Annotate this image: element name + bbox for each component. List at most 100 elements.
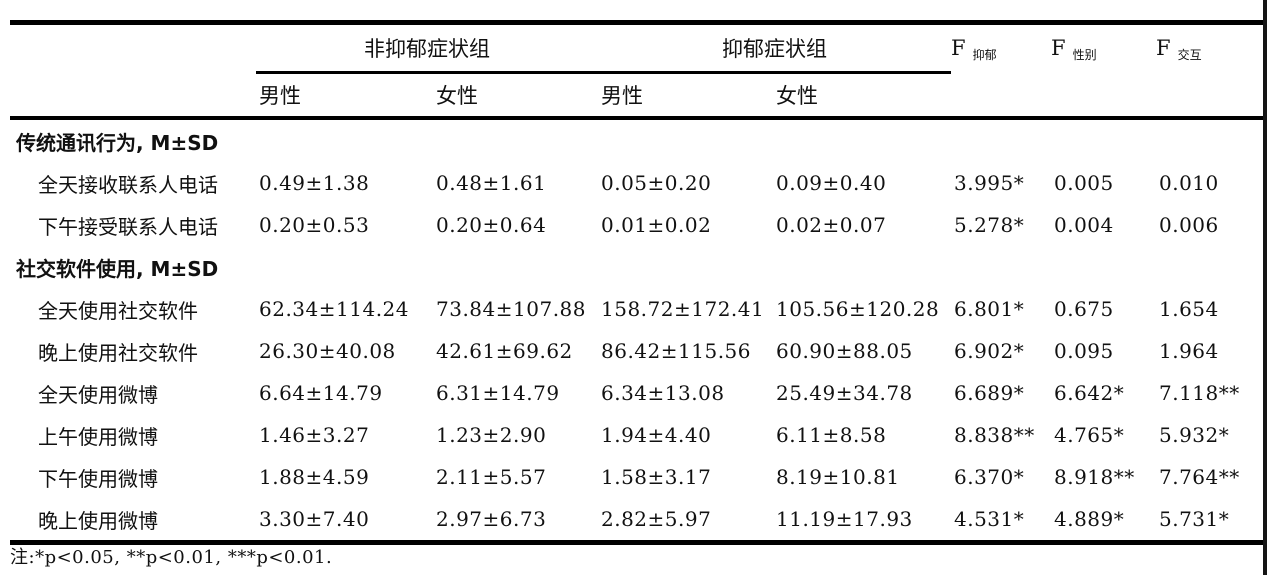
row-label: 下午使用微博 bbox=[38, 466, 158, 491]
data-cell: 158.72±172.41 bbox=[601, 297, 765, 321]
f-gender-column-header: F 性别 bbox=[1051, 22, 1156, 120]
data-cell: 0.006 bbox=[1159, 213, 1219, 237]
data-cell: 4.889* bbox=[1051, 498, 1156, 545]
f-interaction-subscript: 交互 bbox=[1177, 48, 1202, 62]
data-cell: 7.118** bbox=[1159, 381, 1240, 405]
data-cell: 8.838** bbox=[954, 423, 1035, 447]
data-cell: 5.731* bbox=[1156, 498, 1263, 545]
data-cell: 2.11±5.57 bbox=[436, 465, 547, 489]
statistics-table: 非抑郁症状组 抑郁症状组 F 抑郁 F 性别 F 交互 男性 女性 男性 女性 传统通… bbox=[10, 20, 1263, 545]
data-cell: 0.005 bbox=[1054, 171, 1114, 195]
subheader-male-1: 男性 bbox=[256, 72, 433, 120]
table-row: 上午使用微博 1.46±3.27 1.23±2.90 1.94±4.40 6.1… bbox=[10, 414, 1263, 456]
data-cell: 8.918** bbox=[1054, 465, 1135, 489]
data-cell: 0.20±0.64 bbox=[436, 213, 547, 237]
data-cell: 1.964 bbox=[1159, 339, 1219, 363]
data-cell: 4.531* bbox=[951, 498, 1051, 545]
row-label: 下午接受联系人电话 bbox=[38, 214, 218, 239]
data-cell: 0.095 bbox=[1054, 339, 1114, 363]
table-row: 晚上使用微博 3.30±7.40 2.97±6.73 2.82±5.97 11.… bbox=[10, 498, 1263, 545]
subheader-male-2: 男性 bbox=[598, 72, 773, 120]
data-cell: 62.34±114.24 bbox=[259, 297, 409, 321]
data-cell: 0.010 bbox=[1159, 171, 1219, 195]
section-row: 社交软件使用, M±SD bbox=[10, 246, 1263, 288]
data-cell: 86.42±115.56 bbox=[601, 339, 751, 363]
data-cell: 8.19±10.81 bbox=[776, 465, 900, 489]
f-symbol: F bbox=[1051, 36, 1066, 60]
data-cell: 1.94±4.40 bbox=[601, 423, 712, 447]
f-depression-subscript: 抑郁 bbox=[972, 48, 997, 62]
f-symbol: F bbox=[951, 36, 966, 60]
table-body: 传统通讯行为, M±SD 全天接收联系人电话 0.49±1.38 0.48±1.… bbox=[10, 118, 1263, 545]
data-cell: 6.689* bbox=[954, 381, 1025, 405]
data-cell: 6.34±13.08 bbox=[601, 381, 725, 405]
data-cell: 6.64±14.79 bbox=[259, 381, 383, 405]
data-cell: 0.004 bbox=[1054, 213, 1114, 237]
data-cell: 2.97±6.73 bbox=[433, 498, 598, 545]
f-depression-column-header: F 抑郁 bbox=[951, 22, 1051, 120]
group-header-row: 非抑郁症状组 抑郁症状组 F 抑郁 F 性别 F 交互 bbox=[10, 22, 1263, 120]
row-label: 晚上使用微博 bbox=[10, 498, 256, 545]
row-label-column-header bbox=[10, 22, 256, 120]
data-cell: 1.58±3.17 bbox=[601, 465, 712, 489]
gender-header-row: 男性 女性 男性 女性 bbox=[10, 72, 1263, 120]
subheader-female-1: 女性 bbox=[433, 72, 598, 120]
data-cell: 6.11±8.58 bbox=[776, 423, 887, 447]
data-cell: 0.02±0.07 bbox=[776, 213, 887, 237]
data-cell: 4.765* bbox=[1054, 423, 1125, 447]
data-cell: 2.82±5.97 bbox=[598, 498, 773, 545]
data-cell: 11.19±17.93 bbox=[773, 498, 951, 545]
data-cell: 3.30±7.40 bbox=[256, 498, 433, 545]
table-row: 全天使用微博 6.64±14.79 6.31±14.79 6.34±13.08 … bbox=[10, 372, 1263, 414]
data-cell: 0.675 bbox=[1054, 297, 1114, 321]
data-cell: 6.370* bbox=[954, 465, 1025, 489]
data-cell: 5.932* bbox=[1159, 423, 1230, 447]
data-cell: 0.49±1.38 bbox=[259, 171, 370, 195]
data-cell: 0.01±0.02 bbox=[601, 213, 712, 237]
table-row: 下午接受联系人电话 0.20±0.53 0.20±0.64 0.01±0.02 … bbox=[10, 204, 1263, 246]
data-cell: 5.278* bbox=[954, 213, 1025, 237]
table-row: 全天使用社交软件 62.34±114.24 73.84±107.88 158.7… bbox=[10, 288, 1263, 330]
table-row: 下午使用微博 1.88±4.59 2.11±5.57 1.58±3.17 8.1… bbox=[10, 456, 1263, 498]
data-cell: 1.23±2.90 bbox=[436, 423, 547, 447]
data-cell: 0.05±0.20 bbox=[601, 171, 712, 195]
f-symbol: F bbox=[1156, 36, 1171, 60]
data-cell: 6.902* bbox=[954, 339, 1025, 363]
data-cell: 1.46±3.27 bbox=[259, 423, 370, 447]
data-cell: 1.654 bbox=[1159, 297, 1219, 321]
table-footnote: 注:*p<0.05, **p<0.01, ***p<0.01. bbox=[10, 547, 333, 568]
data-cell: 0.20±0.53 bbox=[259, 213, 370, 237]
page-edge-line bbox=[1263, 0, 1267, 575]
section-title: 传统通讯行为, M±SD bbox=[16, 130, 219, 155]
subheader-female-2: 女性 bbox=[773, 72, 951, 120]
data-cell: 3.995* bbox=[954, 171, 1025, 195]
data-cell: 0.09±0.40 bbox=[776, 171, 887, 195]
data-cell: 6.31±14.79 bbox=[436, 381, 560, 405]
row-label: 全天使用社交软件 bbox=[38, 298, 198, 323]
data-cell: 1.88±4.59 bbox=[259, 465, 370, 489]
data-cell: 6.642* bbox=[1054, 381, 1125, 405]
section-row: 传统通讯行为, M±SD bbox=[10, 118, 1263, 162]
data-cell: 73.84±107.88 bbox=[436, 297, 586, 321]
data-cell: 105.56±120.28 bbox=[776, 297, 940, 321]
row-label: 全天使用微博 bbox=[38, 382, 158, 407]
table-row: 晚上使用社交软件 26.30±40.08 42.61±69.62 86.42±1… bbox=[10, 330, 1263, 372]
group-header-non-depression: 非抑郁症状组 bbox=[256, 22, 598, 74]
group-header-depression: 抑郁症状组 bbox=[598, 22, 951, 74]
f-gender-subscript: 性别 bbox=[1072, 48, 1097, 62]
data-cell: 6.801* bbox=[954, 297, 1025, 321]
data-cell: 25.49±34.78 bbox=[776, 381, 913, 405]
f-interaction-column-header: F 交互 bbox=[1156, 22, 1263, 120]
table-header: 非抑郁症状组 抑郁症状组 F 抑郁 F 性别 F 交互 男性 女性 男性 女性 bbox=[10, 22, 1263, 120]
data-cell: 42.61±69.62 bbox=[436, 339, 573, 363]
data-cell: 60.90±88.05 bbox=[776, 339, 913, 363]
table-row: 全天接收联系人电话 0.49±1.38 0.48±1.61 0.05±0.20 … bbox=[10, 162, 1263, 204]
row-label: 上午使用微博 bbox=[38, 424, 158, 449]
row-label: 全天接收联系人电话 bbox=[38, 172, 218, 197]
data-cell: 7.764** bbox=[1159, 465, 1240, 489]
section-title: 社交软件使用, M±SD bbox=[16, 256, 219, 281]
data-cell: 26.30±40.08 bbox=[259, 339, 396, 363]
row-label: 晚上使用社交软件 bbox=[38, 340, 198, 365]
data-cell: 0.48±1.61 bbox=[436, 171, 547, 195]
